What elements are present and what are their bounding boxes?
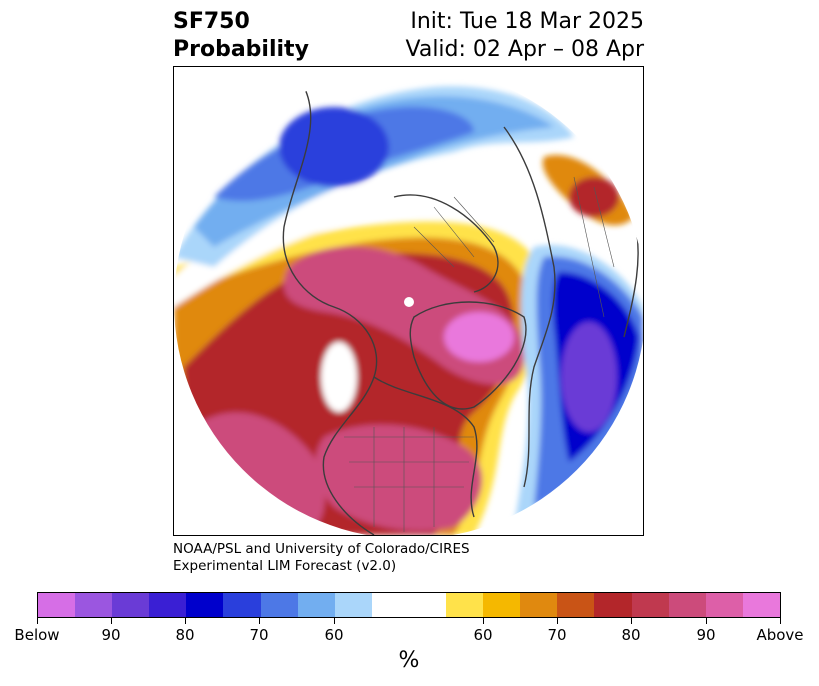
colorbar-tick-label: 90 [696, 626, 716, 644]
colorbar-tick [631, 618, 632, 624]
colorbar-swatch [371, 593, 447, 617]
colorbar-tick-label: 80 [175, 626, 195, 644]
colorbar-tick-label: 60 [473, 626, 493, 644]
colorbar-swatch [631, 593, 669, 617]
colorbar-tick [111, 618, 112, 624]
political-borders [344, 176, 615, 532]
colorbar-swatch [149, 593, 187, 617]
colorbar-tick-label: 70 [249, 626, 269, 644]
colorbar-swatch [705, 593, 743, 617]
colorbar-tick [780, 618, 781, 624]
colorbar-swatch [223, 593, 261, 617]
colorbar-tick-label: 60 [324, 626, 344, 644]
colorbar-tick-label: Below [14, 626, 60, 644]
credit-line-1: NOAA/PSL and University of Colorado/CIRE… [173, 541, 470, 557]
colorbar-swatch [446, 593, 484, 617]
colorbar-swatch [112, 593, 150, 617]
colorbar-swatch [297, 593, 335, 617]
variable-label: SF750 [173, 9, 250, 34]
above-90-region-south [315, 424, 483, 531]
above-max-region [444, 312, 514, 362]
product-label: Probability [173, 37, 309, 62]
colorbar-swatch [186, 593, 224, 617]
colorbar-tick-label: 90 [101, 626, 121, 644]
colorbar-swatch [668, 593, 706, 617]
above-80-region-northeast [569, 177, 619, 217]
colorbar-swatch [520, 593, 558, 617]
colorbar-swatch [594, 593, 632, 617]
colorbar-tick [557, 618, 558, 624]
coastlines [282, 86, 639, 535]
neutral-region-west [321, 342, 357, 412]
colorbar-tick [37, 618, 38, 624]
colorbar-unit: % [398, 648, 420, 673]
credit-block: NOAA/PSL and University of Colorado/CIRE… [173, 541, 470, 575]
title-right: Init: Tue 18 Mar 2025 Valid: 02 Apr – 08… [406, 8, 645, 64]
colorbar-swatch [260, 593, 298, 617]
colorbar-swatch [483, 593, 521, 617]
credit-line-2: Experimental LIM Forecast (v2.0) [173, 558, 397, 574]
colorbar-tick-label: Above [756, 626, 804, 644]
neutral-band-north [174, 175, 554, 307]
colorbar [37, 592, 781, 618]
colorbar-swatch [742, 593, 780, 617]
colorbar-swatch [334, 593, 372, 617]
colorbar-swatch [75, 593, 113, 617]
below-90-region-north [279, 107, 389, 187]
init-date: Init: Tue 18 Mar 2025 [410, 9, 644, 34]
pole-marker [404, 297, 414, 307]
map-panel [173, 66, 644, 536]
colorbar-tick [185, 618, 186, 624]
colorbar-swatch [557, 593, 595, 617]
probability-map [174, 67, 643, 535]
colorbar-tick [259, 618, 260, 624]
title-left: SF750 Probability [173, 8, 309, 64]
colorbar-tick-label: 70 [547, 626, 567, 644]
colorbar-tick-label: 80 [621, 626, 641, 644]
below-90-region-east [561, 322, 617, 432]
valid-range: Valid: 02 Apr – 08 Apr [405, 37, 645, 62]
colorbar-swatch [38, 593, 76, 617]
colorbar-tick [483, 618, 484, 624]
colorbar-tick [334, 618, 335, 624]
colorbar-tick [706, 618, 707, 624]
